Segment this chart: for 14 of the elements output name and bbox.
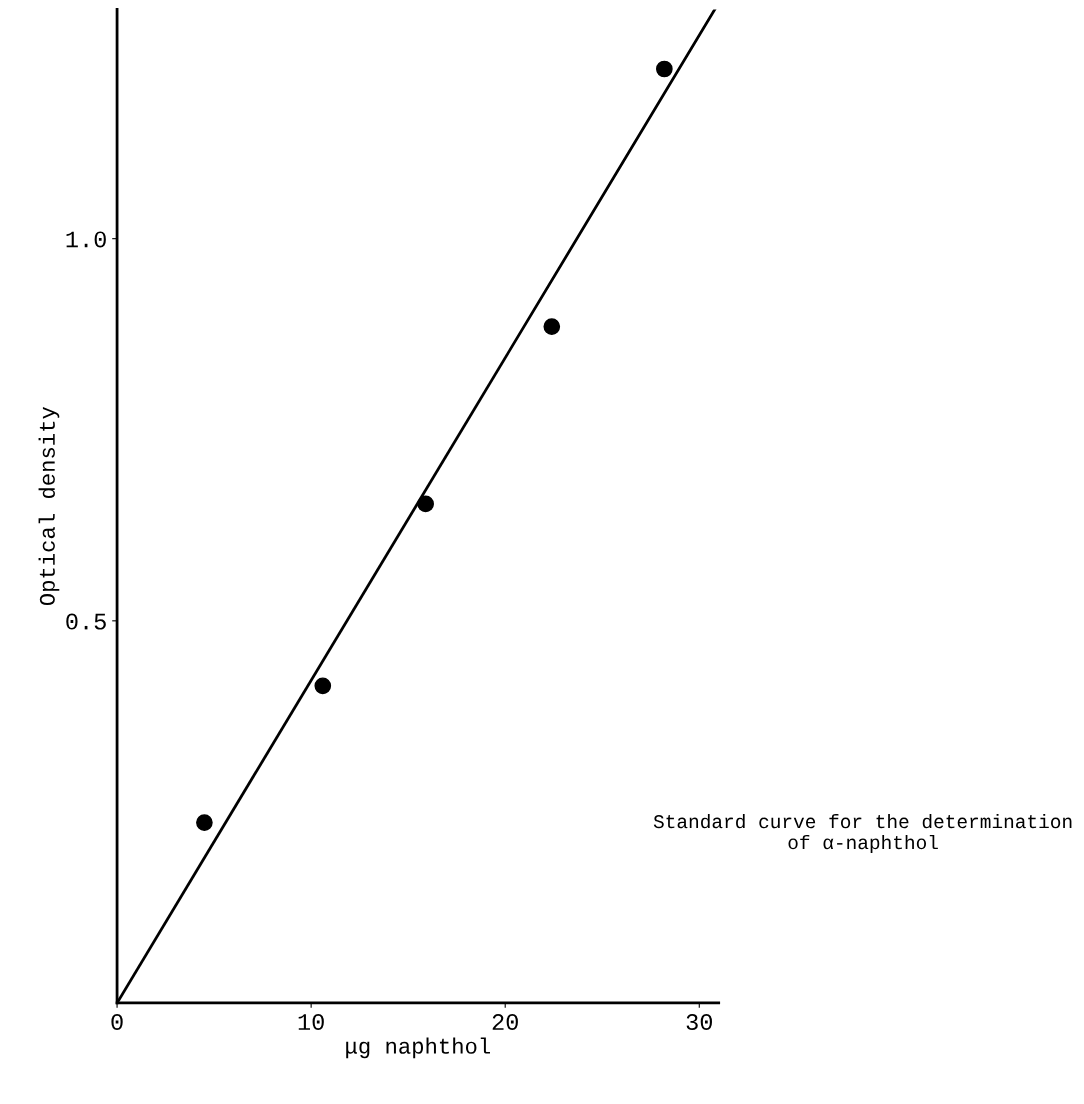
x-tick-label: 20 (492, 1014, 518, 1031)
point (196, 814, 213, 831)
y-axis-title: Optical density (38, 406, 60, 606)
point (543, 318, 561, 335)
y-tick-label: 0.5 (66, 613, 106, 630)
x-tick-label: 0 (111, 1014, 123, 1031)
x-tick-label: 10 (298, 1014, 324, 1031)
x-tick-label: 30 (686, 1014, 712, 1031)
y-tick-label: 1.0 (66, 231, 106, 248)
point (314, 677, 332, 695)
point (656, 60, 673, 78)
point (417, 495, 434, 513)
x-axis-title: μg naphthol (346, 1037, 490, 1059)
annotation: Standard curve for the determination of α-naphthol (653, 813, 1072, 854)
